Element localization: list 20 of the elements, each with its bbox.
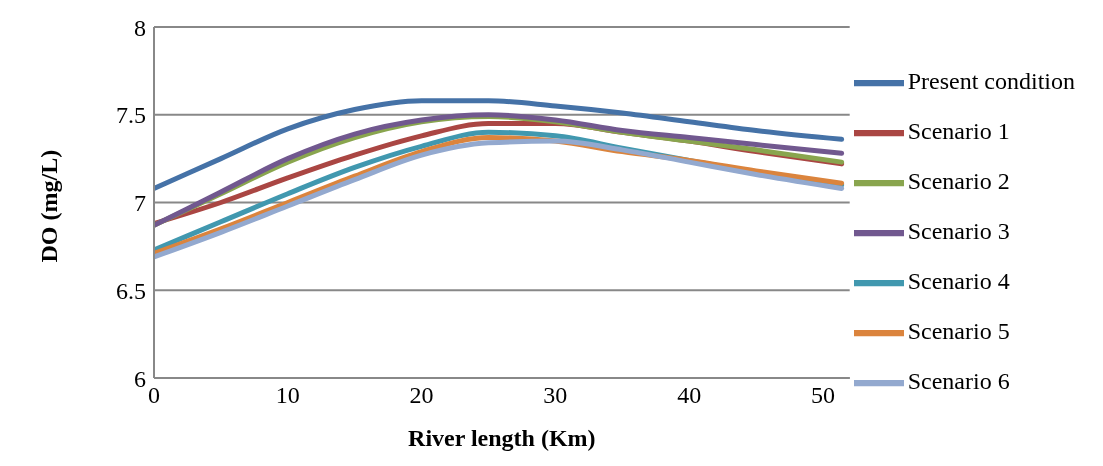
legend-label: Scenario 4 [907, 267, 1010, 294]
x-tick-label: 50 [810, 382, 835, 409]
x-axis-title: River length (Km) [408, 425, 596, 451]
legend-label: Scenario 6 [907, 367, 1010, 394]
y-tick-label: 6 [134, 365, 146, 392]
legend-label: Scenario 1 [907, 117, 1010, 144]
y-tick-label: 7 [134, 190, 146, 217]
y-axis-title: DO (mg/L) [35, 149, 62, 263]
x-tick-label: 30 [543, 382, 568, 409]
x-tick-label: 40 [677, 382, 702, 409]
legend-label: Present condition [907, 67, 1075, 94]
y-tick-label: 7.5 [116, 102, 146, 129]
x-tick-label: 10 [275, 382, 300, 409]
legend-label: Scenario 5 [907, 317, 1010, 344]
y-tick-label: 6.5 [116, 277, 146, 304]
x-tick-label: 0 [148, 382, 160, 409]
y-tick-label: 8 [134, 14, 146, 41]
x-tick-label: 20 [409, 382, 434, 409]
legend-label: Scenario 2 [907, 167, 1010, 194]
legend-label: Scenario 3 [907, 217, 1010, 244]
